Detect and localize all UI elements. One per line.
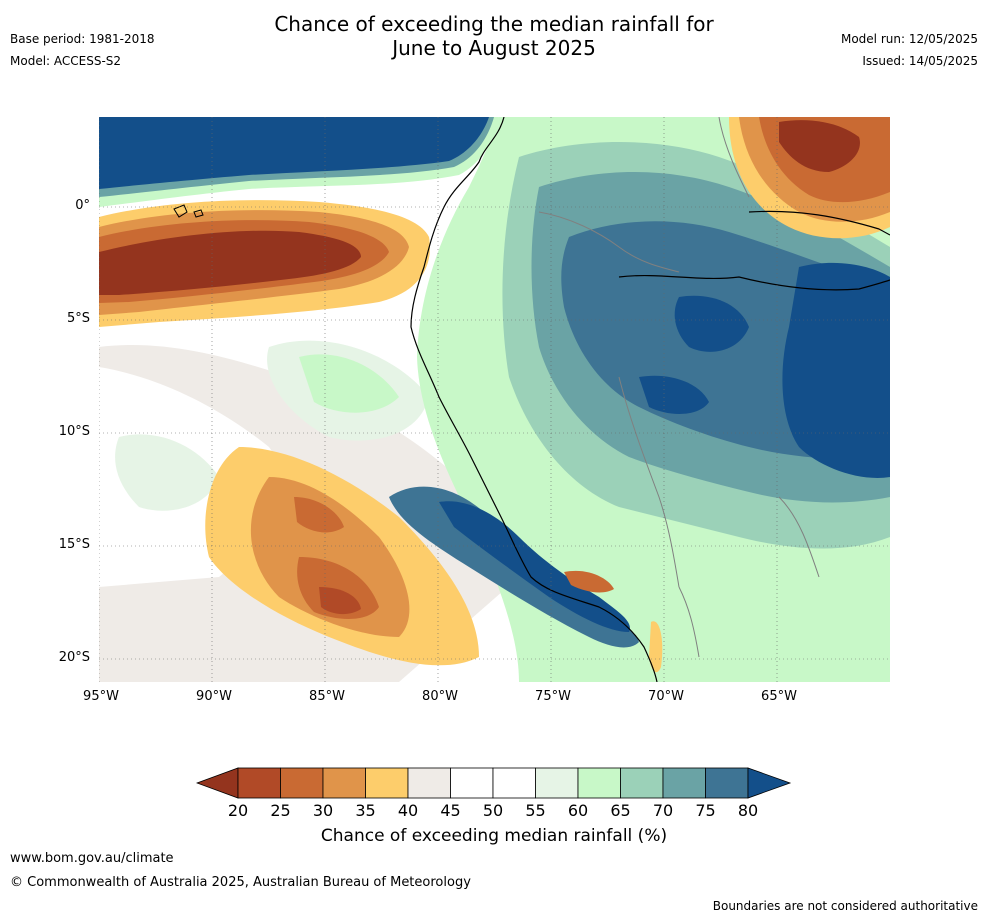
colorbar-tick-label: 75	[695, 801, 716, 820]
equatorial-dry-20	[99, 230, 361, 295]
colorbar-cell	[365, 767, 409, 799]
lon-label-75w: 75°W	[535, 689, 571, 704]
galapagos-outline-2	[193, 209, 204, 218]
amazon-wet-80-east	[782, 262, 890, 478]
rainfall-map	[99, 117, 890, 682]
header-meta-right: Model run: 12/05/2025 Issued: 14/05/2025	[841, 28, 978, 72]
title-line-1: Chance of exceeding the median rainfall …	[274, 12, 714, 36]
colorbar-tick-label: 30	[312, 801, 334, 820]
coastline	[410, 117, 658, 682]
lat-label-15s: 15°S	[58, 537, 90, 552]
lon-label-65w: 65°W	[761, 689, 797, 704]
peru-coast-wet-80	[439, 501, 630, 632]
colorbar-cell	[535, 767, 579, 799]
amazon-river-outline	[618, 274, 890, 291]
colorbar-cell	[280, 767, 324, 799]
chile-coast-dry-patch	[649, 621, 663, 673]
colorbar-tick-label: 65	[610, 801, 631, 820]
header-meta-left: Base period: 1981-2018 Model: ACCESS-S2	[10, 28, 155, 72]
colorbar-cell	[492, 767, 536, 799]
colorbar-cell	[322, 767, 366, 799]
colorbar-cell	[237, 767, 281, 799]
colorbar-tick-label: 60	[567, 801, 589, 820]
border-peru-brazil	[618, 376, 680, 588]
source-url: www.bom.gov.au/climate	[10, 851, 174, 866]
colorbar-cells	[196, 767, 792, 799]
map-title: Chance of exceeding the median rainfall …	[194, 12, 794, 60]
colorbar-tick-label: 50	[482, 801, 504, 820]
colorbar-arrow-high	[747, 767, 792, 799]
lon-label-80w: 80°W	[422, 689, 458, 704]
colorbar-tick-label: 35	[355, 801, 376, 820]
north-pacific-wet-80	[99, 117, 489, 189]
colorbar-tick-label: 40	[397, 801, 419, 820]
base-period: Base period: 1981-2018	[10, 32, 155, 46]
lon-label-90w: 90°W	[196, 689, 232, 704]
border-bolivia-brazil	[778, 496, 820, 578]
peru-coast-dry-patch	[564, 570, 614, 593]
issued-date: Issued: 14/05/2025	[862, 54, 978, 68]
lat-label-20s: 20°S	[58, 650, 90, 665]
colorbar-tick-label: 20	[227, 801, 249, 820]
lat-label-10s: 10°S	[58, 424, 90, 439]
map-svg	[99, 117, 890, 682]
lon-label-70w: 70°W	[648, 689, 684, 704]
south-pacific-dry-30b	[294, 497, 344, 533]
border-venezuela	[718, 117, 750, 198]
colorbar-cell	[662, 767, 706, 799]
amazon-wet-80-south	[639, 375, 709, 414]
boundary-disclaimer: Boundaries are not considered authoritat…	[712, 899, 978, 913]
border-colombia-peru	[538, 211, 680, 273]
colorbar-title: Chance of exceeding median rainfall (%)	[320, 826, 668, 846]
colorbar-tick-label: 25	[270, 801, 291, 820]
region-pale-green-1	[115, 434, 219, 511]
model-name: Model: ACCESS-S2	[10, 54, 122, 68]
colorbar-cell	[620, 767, 664, 799]
northeast-dry-20	[779, 120, 860, 172]
title-line-2: June to August 2025	[392, 36, 596, 60]
galapagos-outline	[173, 204, 188, 218]
colorbar-tick-label: 70	[652, 801, 674, 820]
lat-label-0: 0°	[75, 198, 90, 213]
colorbar-tick-label: 80	[737, 801, 759, 820]
lon-label-85w: 85°W	[309, 689, 345, 704]
lat-label-5s: 5°S	[66, 311, 90, 326]
colorbar-arrow-low	[196, 767, 239, 799]
region-light-green-1	[299, 354, 399, 413]
colorbar-tick-label: 55	[525, 801, 546, 820]
amazon-wet-80-central	[674, 295, 749, 352]
colorbar-cell	[407, 767, 451, 799]
colorbar-cell	[577, 767, 621, 799]
south-pacific-dry-25	[319, 587, 361, 615]
colorbar-tick-label: 45	[440, 801, 461, 820]
copyright-notice: © Commonwealth of Australia 2025, Austra…	[10, 875, 471, 890]
colorbar-cell	[450, 767, 494, 799]
colorbar-cell	[705, 767, 749, 799]
northeast-boundary-outline	[748, 210, 890, 236]
lon-label-95w: 95°W	[83, 689, 119, 704]
colorbar	[196, 767, 792, 799]
border-chile-bolivia	[678, 586, 700, 658]
model-run: Model run: 12/05/2025	[840, 32, 978, 46]
